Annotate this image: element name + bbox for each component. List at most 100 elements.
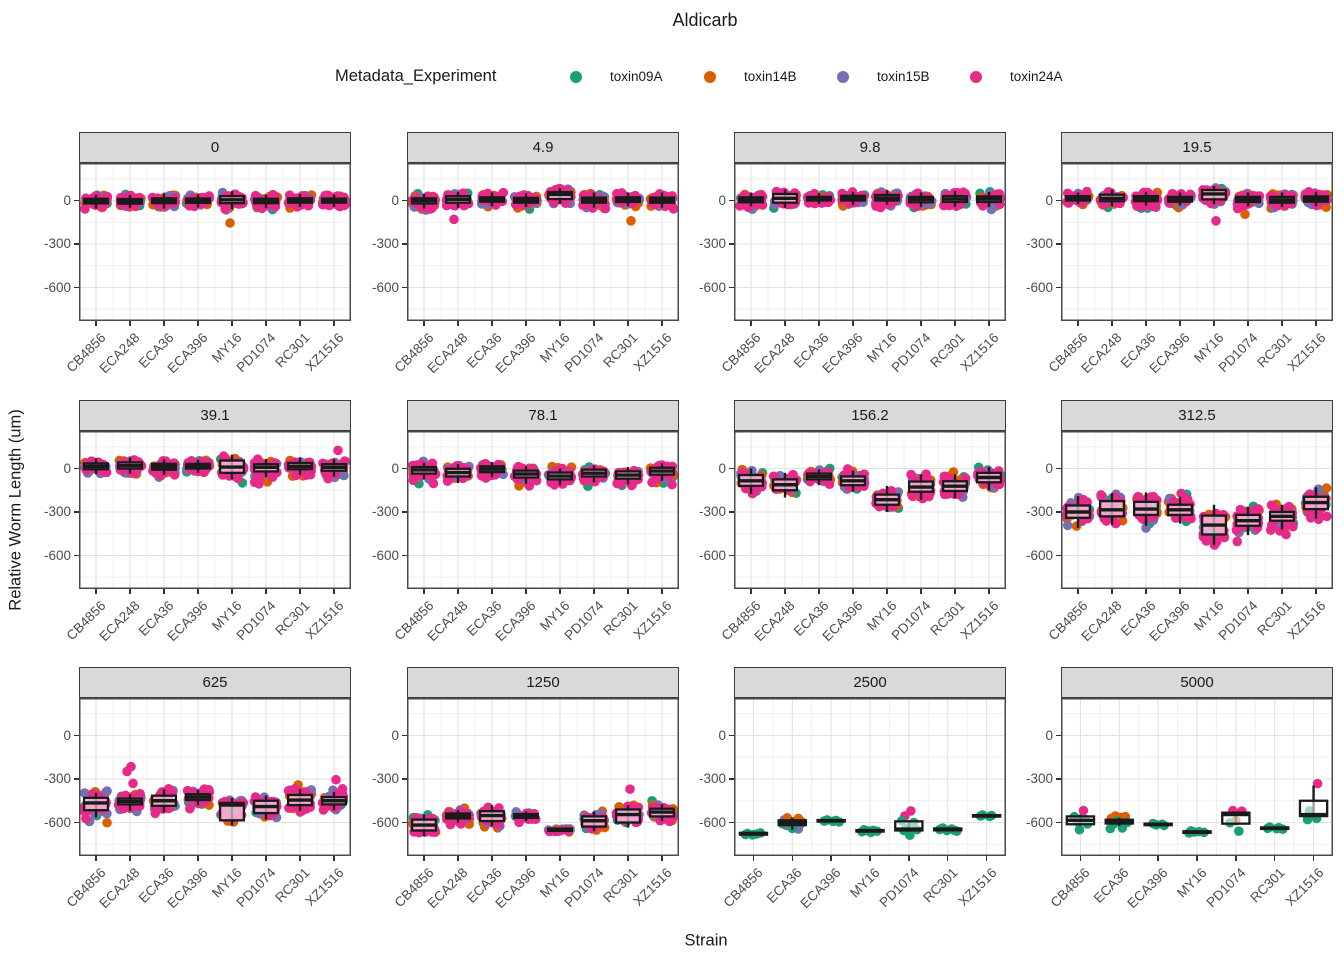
x-tick-mark <box>954 321 956 326</box>
x-tick-mark <box>491 589 493 594</box>
strain-group-CB4856 <box>407 188 441 215</box>
y-tick-label: 0 <box>63 727 71 743</box>
y-tick-mark <box>729 199 734 202</box>
y-tick-mark <box>1056 778 1061 780</box>
x-tick-mark <box>627 589 629 594</box>
strain-group-RC301 <box>1259 822 1290 834</box>
x-tick-mark <box>1315 589 1317 594</box>
y-tick-label: 0 <box>1045 460 1053 476</box>
y-tick-mark <box>729 243 734 245</box>
strain-group-ECA248 <box>441 188 474 225</box>
strain-group-ECA36 <box>476 187 509 212</box>
strain-group-ECA248 <box>1096 489 1128 529</box>
strain-group-XZ1516 <box>1300 186 1332 213</box>
y-tick-label: -300 <box>43 771 71 786</box>
x-tick-mark <box>1247 589 1249 594</box>
x-tick-mark <box>231 589 233 594</box>
y-tick-mark <box>1056 199 1061 202</box>
strain-group-CB4856 <box>1061 492 1095 531</box>
strain-group-RC301 <box>1265 189 1298 214</box>
y-tick-label: -600 <box>43 279 71 295</box>
x-tick-mark <box>818 321 820 326</box>
x-tick-mark <box>1273 856 1276 861</box>
facet-panel <box>407 431 679 589</box>
x-tick-mark <box>129 856 131 861</box>
x-tick-mark <box>457 589 459 594</box>
panel-plot-svg <box>79 163 351 321</box>
strain-group-ECA36 <box>148 783 180 819</box>
strain-group-RC301 <box>283 455 317 481</box>
y-tick-mark <box>1056 243 1061 245</box>
strain-group-ECA396 <box>181 455 215 478</box>
legend-label-toxin09A: toxin09A <box>610 69 663 84</box>
y-tick-mark <box>729 511 734 513</box>
panel-plot-svg <box>79 698 351 856</box>
panel-plot-svg <box>407 698 679 856</box>
panel-plot-svg <box>1061 163 1333 321</box>
strain-group-ECA248 <box>1095 186 1129 213</box>
facet-panel <box>1061 431 1333 589</box>
x-tick-mark <box>265 856 267 861</box>
y-tick-mark <box>402 511 407 513</box>
y-tick-mark <box>729 778 734 780</box>
x-tick-mark <box>1077 589 1079 594</box>
x-tick-mark <box>265 589 267 594</box>
strain-group-MY16 <box>544 183 576 209</box>
panel-plot-svg <box>407 163 679 321</box>
y-tick-label: 0 <box>1045 192 1053 208</box>
y-tick-label: -300 <box>371 771 399 786</box>
y-tick-mark <box>402 467 407 470</box>
x-tick-mark <box>231 321 233 326</box>
y-tick-label: -300 <box>43 504 71 519</box>
y-tick-mark <box>729 286 734 289</box>
strain-group-CB4856 <box>736 464 768 499</box>
strain-group-ECA36 <box>1104 811 1135 834</box>
y-tick-mark <box>74 821 79 824</box>
facet-strip: 9.8 <box>734 132 1006 163</box>
x-tick-mark <box>750 589 752 594</box>
strain-group-ECA36 <box>476 458 508 483</box>
strain-group-XZ1516 <box>645 460 679 490</box>
y-tick-label: -300 <box>1025 236 1053 251</box>
x-tick-mark <box>423 589 425 594</box>
y-tick-mark <box>729 554 734 557</box>
y-tick-label: -600 <box>698 547 726 563</box>
panel-plot-svg <box>1061 431 1333 589</box>
strain-group-MY16 <box>855 824 885 838</box>
y-tick-label: -300 <box>698 504 726 519</box>
strain-group-PD1074 <box>577 462 611 491</box>
x-tick-mark <box>265 321 267 326</box>
facet-strip: 78.1 <box>407 400 679 431</box>
y-tick-label: -600 <box>1025 279 1053 295</box>
strain-group-ECA248 <box>115 189 146 212</box>
facet-strip: 2500 <box>734 667 1006 698</box>
strain-group-ECA396 <box>510 807 541 828</box>
facet-panel <box>79 431 351 589</box>
y-tick-label: 0 <box>391 192 399 208</box>
x-tick-mark <box>197 589 199 594</box>
x-tick-mark <box>750 321 752 326</box>
strain-group-ECA248 <box>769 186 801 213</box>
strain-group-XZ1516 <box>971 810 1002 822</box>
x-tick-mark <box>661 321 663 326</box>
panel-plot-svg <box>734 163 1006 321</box>
x-tick-mark <box>1179 589 1181 594</box>
strain-group-XZ1516 <box>972 462 1006 493</box>
y-tick-mark <box>1056 511 1061 513</box>
strain-group-PD1074 <box>1231 501 1264 547</box>
strain-group-ECA36 <box>148 455 180 482</box>
y-tick-mark <box>1056 467 1061 470</box>
plot-title: Aldicarb <box>672 10 738 30</box>
x-tick-mark <box>1077 321 1079 326</box>
y-tick-label: -600 <box>371 547 399 563</box>
y-tick-mark <box>74 467 79 470</box>
y-tick-mark <box>1056 734 1061 737</box>
x-tick-mark <box>491 321 493 326</box>
x-tick-mark <box>163 856 165 861</box>
strain-group-MY16 <box>870 187 903 213</box>
y-tick-label: -600 <box>43 547 71 563</box>
strain-group-RC301 <box>611 784 644 828</box>
x-tick-mark <box>886 321 888 326</box>
facet-strip: 0 <box>79 132 351 163</box>
y-tick-label: -300 <box>371 236 399 251</box>
